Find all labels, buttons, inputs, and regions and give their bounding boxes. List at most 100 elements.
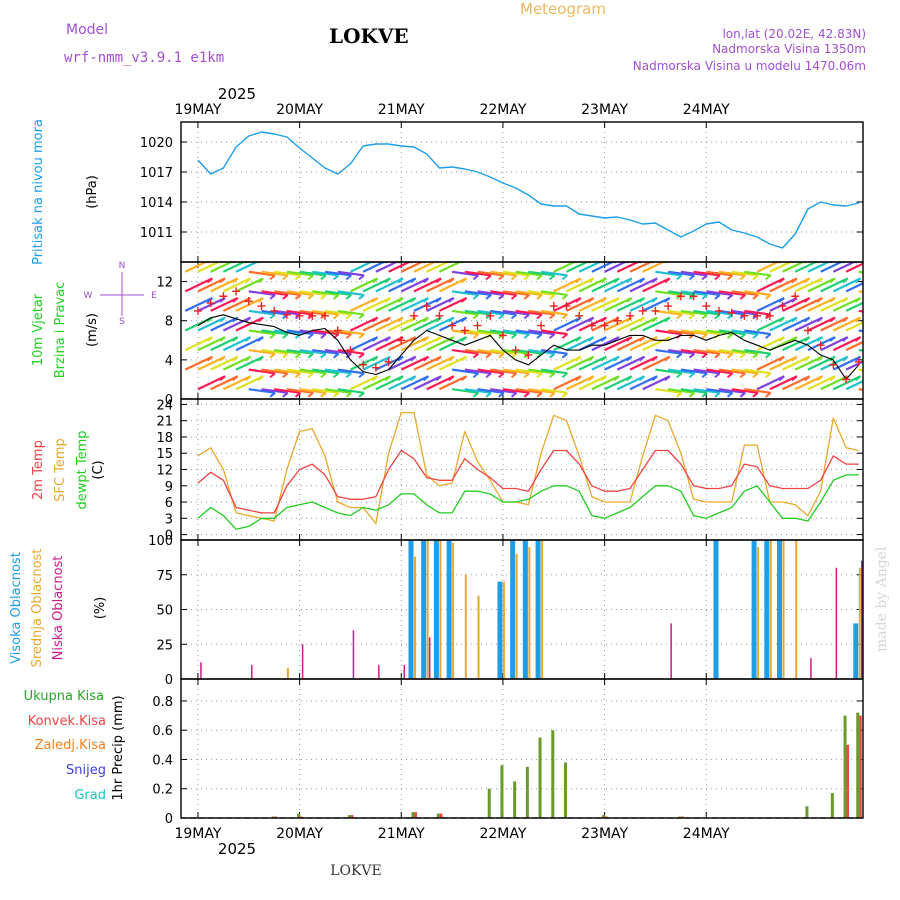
wind-arrow: [477, 290, 504, 297]
x-day-label-top: 19MAY: [174, 102, 221, 118]
wind-gust-marker: [384, 357, 393, 366]
wind-arrow-head: [358, 294, 365, 300]
wind-arrow: [413, 336, 442, 352]
wind-arrow-head: [523, 313, 530, 320]
wind-arrow-head: [854, 336, 862, 342]
wind-arrow: [604, 297, 633, 312]
wind-arrow: [667, 309, 695, 316]
wind-arrow-head: [536, 313, 543, 320]
wind-arrow: [642, 262, 666, 273]
precip-ylabel: 1hr Precip (mm): [111, 695, 126, 800]
wind-arrow-head: [435, 277, 442, 284]
wind-arrow-head: [688, 313, 696, 320]
wind-arrow: [820, 277, 849, 293]
wind-arrow-head: [804, 336, 811, 342]
wind-arrow-head: [371, 355, 379, 362]
wind-arrow-head: [422, 297, 430, 303]
total-precip-bar: [436, 813, 440, 818]
wind-arrow-head: [257, 336, 264, 342]
wind-arrow-head: [600, 375, 607, 382]
wind-arrow-head: [384, 297, 391, 303]
wind-arrow: [286, 270, 314, 277]
wind-arrow: [667, 329, 695, 336]
wind-arrow-head: [842, 316, 849, 323]
wind-arrow-head: [561, 313, 568, 320]
wind-gust-marker: [778, 302, 787, 311]
wind-arrow-head: [206, 316, 213, 323]
wind-arrow: [807, 336, 836, 352]
total-precip-bar: [487, 788, 491, 818]
wind-arrow-head: [219, 336, 226, 342]
wind-arrow: [502, 368, 530, 375]
wind-arrow: [591, 355, 620, 371]
wind-gust-marker: [854, 357, 863, 366]
wind-arrow-head: [384, 375, 391, 382]
wind-arrow: [744, 290, 771, 297]
wind-arrow-head: [371, 316, 379, 323]
y-tick-label: 8: [165, 315, 173, 330]
total-precip-bar: [678, 816, 682, 818]
wind-arrow: [299, 290, 327, 297]
wind-arrow: [451, 309, 479, 316]
wind-arrow-head: [460, 336, 468, 342]
wind-arrow: [426, 355, 455, 371]
wind-arrow: [744, 348, 771, 355]
wind-arrow-head: [816, 316, 823, 323]
wind-arrow: [464, 388, 492, 394]
high-cloud-bar: [751, 540, 757, 679]
wind-arrow: [642, 297, 671, 312]
wind-arrow-head: [282, 372, 289, 379]
wind-arrow: [337, 290, 365, 297]
wind-arrow: [604, 336, 633, 352]
wind-arrow: [642, 355, 671, 371]
wind-arrow: [832, 277, 861, 293]
wind-gust-marker: [206, 299, 215, 308]
wind-arrow: [693, 329, 721, 336]
wind-gust-marker: [575, 311, 584, 320]
wind-arrow: [388, 375, 417, 391]
wind-arrow-head: [778, 375, 785, 382]
wind-arrow: [820, 336, 849, 352]
wind-arrow-head: [638, 375, 646, 382]
wind-arrow: [362, 355, 391, 371]
wind-arrow-head: [816, 277, 823, 284]
wind-arrow-head: [726, 392, 734, 398]
wind-arrow: [184, 262, 209, 273]
wind-arrow: [769, 355, 798, 371]
wind-gust-marker: [193, 306, 202, 315]
wind-arrow-head: [561, 392, 568, 398]
wind-arrow-head: [664, 297, 671, 303]
wind-arrow: [400, 375, 429, 391]
wind-arrow-head: [523, 372, 530, 379]
wind-arrow: [413, 262, 438, 273]
wind-arrow-head: [714, 313, 721, 320]
wind-arrow-head: [765, 392, 772, 398]
wind-arrow: [349, 336, 379, 352]
wind-arrow: [591, 336, 620, 352]
wind-arrow: [235, 355, 264, 371]
wind-arrow-head: [739, 372, 746, 379]
wind-arrow: [222, 297, 251, 312]
wind-arrow-head: [510, 333, 518, 339]
wind-gust-marker: [714, 306, 723, 315]
y-tick-label: 1014: [140, 196, 173, 211]
conv-precip-bar: [414, 812, 417, 818]
y-tick-label: 21: [156, 415, 173, 430]
wind-arrow: [744, 368, 771, 375]
wind-arrow: [413, 316, 442, 332]
wind-arrow: [438, 316, 468, 332]
wind-arrow: [337, 270, 365, 277]
model-elevation-text: Nadmorska Visina u modelu 1470.06m: [633, 59, 866, 73]
wind-arrow: [274, 348, 301, 355]
wind-arrow-head: [816, 297, 823, 303]
wind-arrow: [655, 329, 682, 336]
wind-arrow-head: [435, 297, 442, 303]
wind-arrow-head: [765, 333, 772, 339]
total-precip-bar: [551, 730, 555, 818]
wind-arrow: [769, 262, 793, 273]
y-tick-label: 0: [165, 529, 173, 544]
y-tick-label: 6: [165, 496, 173, 511]
wind-unit: (m/s): [85, 313, 100, 347]
wind-arrow-head: [701, 352, 708, 359]
wind-arrow: [845, 301, 863, 312]
